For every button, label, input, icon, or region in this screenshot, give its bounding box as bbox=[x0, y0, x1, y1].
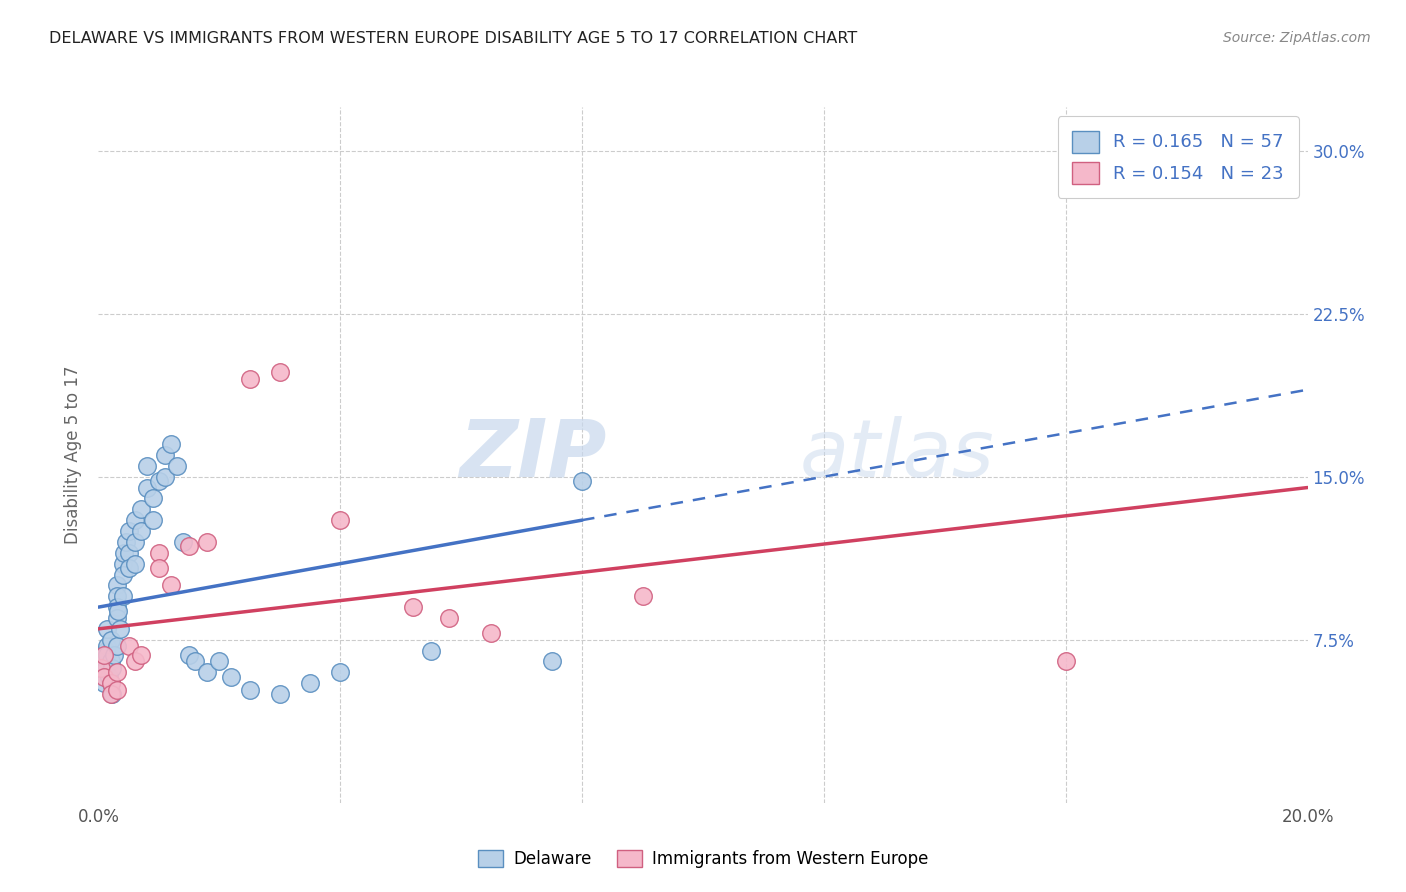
Text: ZIP: ZIP bbox=[458, 416, 606, 494]
Point bbox=[148, 474, 170, 488]
Point bbox=[153, 448, 176, 462]
Point bbox=[148, 546, 170, 560]
Point bbox=[402, 600, 425, 615]
Point bbox=[195, 535, 218, 549]
Point bbox=[135, 458, 157, 473]
Point bbox=[98, 670, 121, 684]
Point bbox=[112, 546, 135, 560]
Point bbox=[111, 557, 134, 571]
Point bbox=[118, 639, 141, 653]
Point bbox=[142, 491, 165, 506]
Point bbox=[118, 524, 141, 538]
Y-axis label: Disability Age 5 to 17: Disability Age 5 to 17 bbox=[65, 366, 83, 544]
Point bbox=[100, 687, 122, 701]
Point bbox=[124, 535, 146, 549]
Point bbox=[179, 648, 201, 662]
Text: atlas: atlas bbox=[800, 416, 994, 494]
Point bbox=[239, 682, 262, 697]
Point bbox=[105, 600, 128, 615]
Point bbox=[108, 622, 131, 636]
Point bbox=[195, 665, 218, 680]
Point bbox=[269, 365, 291, 379]
Point bbox=[160, 578, 183, 592]
Point bbox=[100, 676, 122, 690]
Text: DELAWARE VS IMMIGRANTS FROM WESTERN EUROPE DISABILITY AGE 5 TO 17 CORRELATION CH: DELAWARE VS IMMIGRANTS FROM WESTERN EURO… bbox=[49, 31, 858, 46]
Point bbox=[118, 546, 141, 560]
Point bbox=[160, 437, 183, 451]
Point bbox=[166, 458, 188, 473]
Point bbox=[172, 535, 194, 549]
Point bbox=[107, 605, 129, 619]
Legend: Delaware, Immigrants from Western Europe: Delaware, Immigrants from Western Europe bbox=[471, 843, 935, 875]
Point bbox=[239, 372, 262, 386]
Point bbox=[90, 661, 112, 675]
Point bbox=[100, 687, 122, 701]
Point bbox=[299, 676, 322, 690]
Point bbox=[111, 567, 134, 582]
Point bbox=[114, 535, 136, 549]
Point bbox=[105, 578, 128, 592]
Point bbox=[96, 622, 118, 636]
Legend: R = 0.165   N = 57, R = 0.154   N = 23: R = 0.165 N = 57, R = 0.154 N = 23 bbox=[1057, 116, 1299, 198]
Point bbox=[94, 643, 117, 657]
Point bbox=[329, 665, 352, 680]
Point bbox=[105, 589, 128, 603]
Point bbox=[111, 589, 134, 603]
Point bbox=[124, 655, 146, 669]
Point bbox=[118, 561, 141, 575]
Point bbox=[221, 670, 243, 684]
Text: Source: ZipAtlas.com: Source: ZipAtlas.com bbox=[1223, 31, 1371, 45]
Point bbox=[142, 513, 165, 527]
Point bbox=[129, 648, 152, 662]
Point bbox=[540, 655, 562, 669]
Point bbox=[93, 648, 115, 662]
Point bbox=[96, 648, 118, 662]
Point bbox=[129, 524, 152, 538]
Point bbox=[93, 655, 115, 669]
Point bbox=[105, 639, 128, 653]
Point bbox=[269, 687, 291, 701]
Point bbox=[124, 557, 146, 571]
Point bbox=[100, 661, 122, 675]
Point bbox=[100, 632, 122, 647]
Point bbox=[100, 676, 122, 690]
Point bbox=[105, 682, 128, 697]
Point bbox=[329, 513, 352, 527]
Point bbox=[91, 665, 114, 680]
Point bbox=[179, 539, 201, 553]
Point bbox=[93, 670, 115, 684]
Point bbox=[437, 611, 460, 625]
Point bbox=[153, 469, 176, 483]
Point bbox=[129, 502, 152, 516]
Point bbox=[96, 661, 118, 675]
Point bbox=[105, 665, 128, 680]
Point bbox=[631, 589, 654, 603]
Point bbox=[100, 655, 122, 669]
Point bbox=[1054, 655, 1077, 669]
Point bbox=[96, 639, 118, 653]
Point bbox=[135, 481, 157, 495]
Point bbox=[105, 611, 128, 625]
Point bbox=[148, 561, 170, 575]
Point bbox=[124, 513, 146, 527]
Point bbox=[93, 676, 115, 690]
Point bbox=[420, 643, 443, 657]
Point bbox=[481, 626, 503, 640]
Point bbox=[103, 648, 125, 662]
Point bbox=[184, 655, 207, 669]
Point bbox=[571, 474, 593, 488]
Point bbox=[208, 655, 231, 669]
